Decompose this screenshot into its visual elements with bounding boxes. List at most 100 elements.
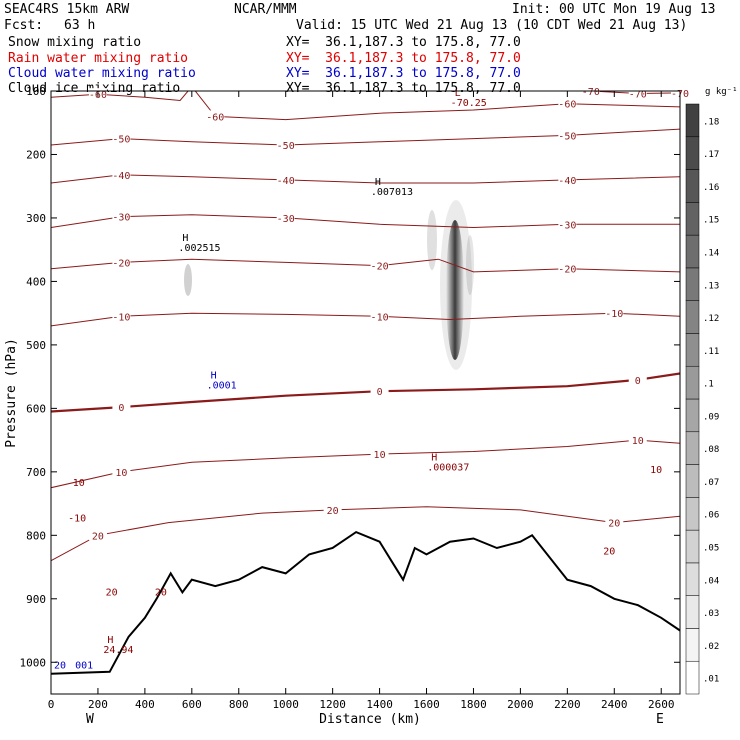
colorbar-tick-label: .16 xyxy=(703,183,719,193)
isotherm-label: -40 xyxy=(277,176,295,187)
y-tick-label: 500 xyxy=(26,339,46,352)
colorbar-swatch xyxy=(685,136,700,170)
contour-extra-label: 20 xyxy=(155,588,167,599)
isotherm-label-bg xyxy=(558,129,577,141)
field-xy-rain: XY= 36.1,187.3 to 175.8, 77.0 xyxy=(286,51,521,66)
contour-labels: -70 -70 -70-60-60-60-50-50-50-40 -40 -40-30-… xyxy=(54,85,689,672)
field-label-snow: Snow mixing ratio xyxy=(8,35,142,50)
org-label: NCAR/MMM xyxy=(234,2,297,17)
isotherm-20 xyxy=(51,506,680,562)
isotherm-label-bg xyxy=(370,310,389,322)
colorbar-swatch xyxy=(685,267,700,301)
x-axis-label: Distance (km) xyxy=(319,712,421,727)
init-label: Init: 00 UTC Mon 19 Aug 13 xyxy=(512,2,716,17)
isotherm-label-bg xyxy=(323,503,342,515)
extremum-marker: H xyxy=(107,635,113,646)
colorbar-swatch xyxy=(685,202,700,236)
isotherm-label: -30 xyxy=(558,220,576,231)
snow-small xyxy=(184,264,192,296)
extremum-marker: L xyxy=(455,88,461,99)
colorbar-tick-label: .01 xyxy=(703,675,719,685)
isotherm-label-bg xyxy=(112,168,131,180)
contour-extra-label: 10 xyxy=(650,465,662,476)
colorbar-swatch xyxy=(685,169,700,203)
y-tick-label: 700 xyxy=(26,466,46,479)
isotherm--50 xyxy=(51,128,680,146)
isotherm-label: 0 xyxy=(118,403,124,414)
isotherm-label: -10 xyxy=(371,312,389,323)
isotherm-label-bg xyxy=(112,132,131,144)
isotherm-label-bg xyxy=(276,138,295,150)
isotherm-label-bg xyxy=(628,87,647,99)
temperature-contours xyxy=(51,91,680,562)
isotherm-label: -50 xyxy=(277,141,295,152)
isotherm-label-bg xyxy=(276,211,295,223)
colorbar-tick-label: .11 xyxy=(703,347,719,357)
east-label: E xyxy=(656,712,664,727)
isotherm-label: -30 xyxy=(277,214,295,225)
x-tick-label: 1000 xyxy=(272,698,299,711)
y-tick-label: 1000 xyxy=(20,656,47,669)
extremum-value: .007013 xyxy=(371,187,413,198)
isotherm-label-bg xyxy=(276,173,295,185)
colorbar-swatch xyxy=(685,234,700,269)
isotherm-label-bg xyxy=(112,465,131,477)
snow-core-outer xyxy=(440,200,472,370)
field-label-rain: Rain water mixing ratio xyxy=(8,51,189,66)
west-label: W xyxy=(86,712,94,727)
colorbar-swatch xyxy=(685,660,700,695)
isotherm-label: -70 xyxy=(629,90,647,101)
contour-extra-label: 10 xyxy=(73,478,85,489)
colorbar-units: g kg⁻¹ xyxy=(705,87,738,97)
isotherm--40 xyxy=(51,174,680,184)
contour-extra-label: -10 xyxy=(68,513,86,524)
isotherm-10 xyxy=(51,439,680,489)
colorbar-swatch xyxy=(685,103,700,138)
x-tick-label: 0 xyxy=(48,698,55,711)
isotherm-label-bg xyxy=(112,256,131,268)
colorbar-swatch xyxy=(685,595,700,629)
isotherm-label-bg xyxy=(558,262,577,274)
snow-right xyxy=(466,235,474,295)
isotherm-label: 0 xyxy=(377,387,383,398)
isotherm-label: -70 xyxy=(582,87,600,98)
extremum-value: .000037 xyxy=(427,462,469,473)
colorbar-tick-label: .03 xyxy=(703,609,719,619)
snow-mixing-ratio-shading xyxy=(184,200,474,370)
extremum-value: .0001 xyxy=(207,381,237,392)
y-axis-label: Pressure (hPa) xyxy=(4,338,19,448)
contour-extra-label: 20 xyxy=(54,661,66,672)
isotherm-label-bg xyxy=(112,310,131,322)
plot-frame xyxy=(50,90,681,695)
isotherm-label: -40 xyxy=(112,171,130,182)
colorbar-swatch xyxy=(685,398,700,433)
isotherm-label-bg xyxy=(370,448,389,460)
isotherm-label: 0 xyxy=(635,376,641,387)
colorbar-swatch xyxy=(685,562,700,596)
x-tick-label: 200 xyxy=(88,698,108,711)
x-tick-label: 2600 xyxy=(648,698,675,711)
colorbar-swatch xyxy=(685,497,700,531)
colorbar-tick-label: .09 xyxy=(703,412,719,422)
isotherm-label: -60 xyxy=(558,100,576,111)
colorbar: .01 .02 .03 .04 .05 .06 .07 .08 .09 .1 .11 .12 .13 .1… xyxy=(685,103,719,695)
extremum-value: -70.25 xyxy=(451,98,487,109)
isotherm-label: 20 xyxy=(92,531,104,542)
x-tick-label: 800 xyxy=(229,698,249,711)
colorbar-tick-label: .07 xyxy=(703,478,719,488)
x-tick-label: 600 xyxy=(182,698,202,711)
isotherm-label: -50 xyxy=(558,131,576,142)
y-tick-label: 300 xyxy=(26,212,46,225)
isotherm-label: -30 xyxy=(112,213,130,224)
isotherm-label-bg xyxy=(206,110,225,122)
isotherm-label: -10 xyxy=(112,312,130,323)
x-tick-label: 1400 xyxy=(366,698,393,711)
isotherm-label-bg xyxy=(605,516,624,528)
y-tick-label: 100 xyxy=(26,85,46,98)
model-title: SEAC4RS 15km ARW xyxy=(4,2,130,17)
x-tick-label: 1200 xyxy=(319,698,346,711)
colorbar-tick-label: .14 xyxy=(703,249,719,259)
x-tick-label: 2000 xyxy=(507,698,534,711)
y-tick-label: 600 xyxy=(26,402,46,415)
